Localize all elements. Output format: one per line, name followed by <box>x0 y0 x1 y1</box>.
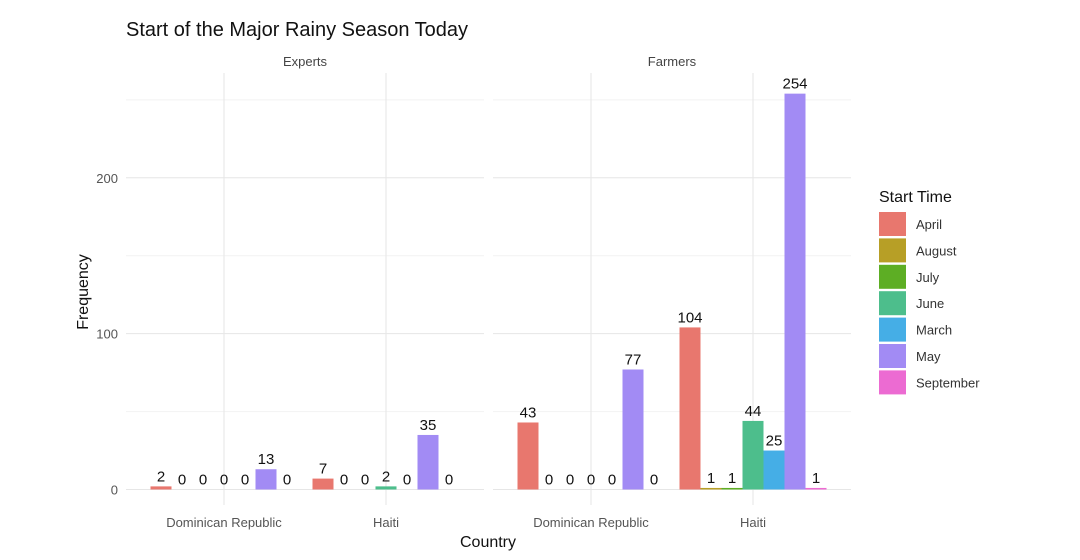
bar-september <box>805 487 827 490</box>
legend-swatch-march <box>879 317 906 342</box>
bar-may <box>784 93 806 490</box>
bar-april <box>312 478 334 490</box>
legend-title: Start Time <box>879 189 952 206</box>
data-label: 1 <box>812 470 820 487</box>
data-label: 0 <box>403 472 411 489</box>
legend-label: March <box>916 323 952 338</box>
x-tick-label: Dominican Republic <box>166 515 282 530</box>
panel-title-experts: Experts <box>283 54 328 69</box>
data-label: 0 <box>241 472 249 489</box>
data-label: 0 <box>361 472 369 489</box>
legend-label: June <box>916 296 944 311</box>
data-label: 25 <box>766 433 783 450</box>
legend: Start Time April August July June March May Se… <box>879 189 980 395</box>
data-label: 35 <box>420 417 437 434</box>
x-tick-label: Haiti <box>373 515 399 530</box>
chart-title: Start of the Major Rainy Season Today <box>126 19 468 41</box>
data-label: 7 <box>319 461 327 478</box>
data-label: 1 <box>728 470 736 487</box>
x-tick-label: Dominican Republic <box>533 515 649 530</box>
data-label: 0 <box>178 472 186 489</box>
legend-items: April August July June March May September <box>879 212 980 395</box>
data-label: 2 <box>382 468 390 485</box>
data-label: 0 <box>650 472 658 489</box>
legend-swatch-may <box>879 344 906 368</box>
bar-july <box>721 487 743 490</box>
y-tick-label: 200 <box>96 171 118 186</box>
data-label: 0 <box>199 472 207 489</box>
x-axis-title: Country <box>460 534 516 551</box>
data-label: 254 <box>782 76 807 93</box>
bar-april <box>517 422 539 490</box>
data-label: 2 <box>157 468 165 485</box>
bar-may <box>417 434 439 490</box>
y-tick-label: 0 <box>111 483 118 498</box>
x-tick-label: Haiti <box>740 515 766 530</box>
data-label: 43 <box>520 404 537 421</box>
bar-march <box>763 450 785 490</box>
panel-title-farmers: Farmers <box>648 54 697 69</box>
bar-may <box>622 369 644 490</box>
legend-swatch-july <box>879 264 906 289</box>
grid-experts <box>126 73 484 505</box>
data-label: 0 <box>545 472 553 489</box>
data-label: 44 <box>745 403 762 420</box>
y-axis-ticks: 0 100 200 <box>96 171 118 498</box>
data-label: 0 <box>283 472 291 489</box>
xticks-farmers: Dominican Republic Haiti <box>533 515 766 530</box>
legend-label: August <box>916 243 957 258</box>
legend-label: September <box>916 375 980 390</box>
bar-may <box>255 469 277 490</box>
y-axis-title: Frequency <box>75 254 92 330</box>
data-label: 13 <box>258 451 275 468</box>
bar-june <box>375 486 397 490</box>
data-label: 0 <box>587 472 595 489</box>
data-label: 0 <box>566 472 574 489</box>
data-label: 0 <box>445 472 453 489</box>
legend-swatch-september <box>879 370 906 395</box>
bars-experts <box>150 434 439 490</box>
legend-swatch-june <box>879 291 906 316</box>
data-label: 0 <box>220 472 228 489</box>
bar-august <box>700 487 722 490</box>
bar-june <box>742 420 764 490</box>
legend-label: April <box>916 217 942 232</box>
bars-farmers <box>517 93 827 490</box>
data-label: 104 <box>677 309 702 326</box>
bar-april <box>679 327 701 490</box>
data-label: 1 <box>707 470 715 487</box>
xticks-experts: Dominican Republic Haiti <box>166 515 399 530</box>
data-label: 0 <box>340 472 348 489</box>
data-label: 0 <box>608 472 616 489</box>
legend-label: July <box>916 270 940 285</box>
legend-swatch-august <box>879 238 906 263</box>
data-label: 77 <box>625 351 642 368</box>
legend-swatch-april <box>879 212 906 236</box>
bar-april <box>150 486 172 490</box>
y-tick-label: 100 <box>96 327 118 342</box>
legend-label: May <box>916 349 941 364</box>
